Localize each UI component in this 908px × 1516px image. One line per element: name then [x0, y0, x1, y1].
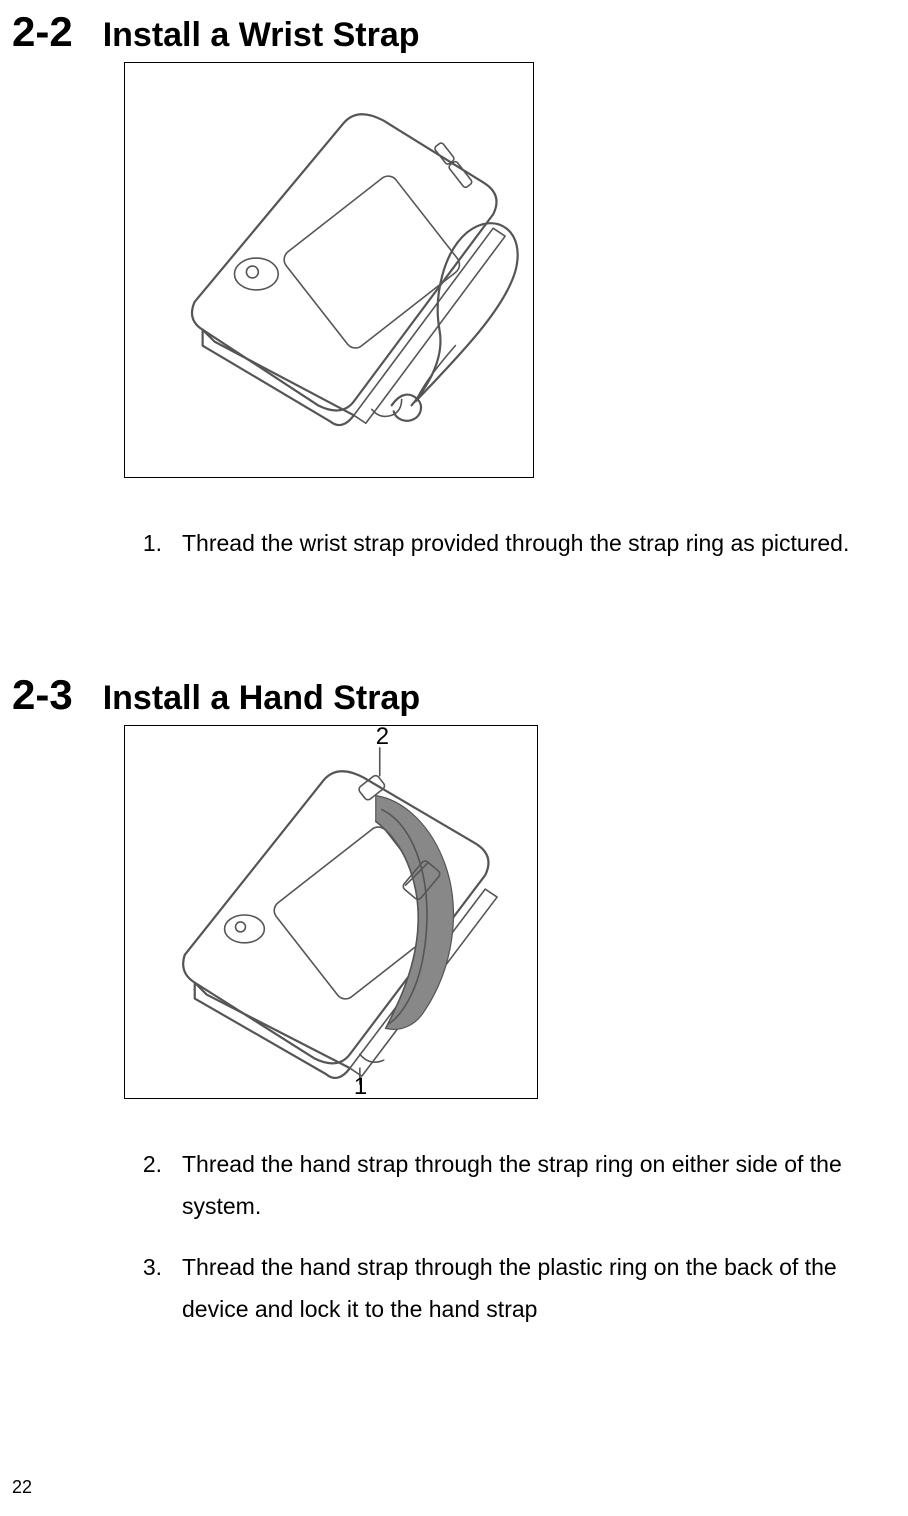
callout-1-label: 1 — [354, 1073, 367, 1099]
section-title: Install a Wrist Strap — [103, 16, 420, 55]
step-number: 3. — [134, 1246, 162, 1331]
page-number: 22 — [12, 1477, 32, 1498]
step-number: 2. — [134, 1143, 162, 1228]
step-item: 1. Thread the wrist strap provided throu… — [134, 522, 878, 565]
wrist-strap-figure — [124, 62, 534, 478]
hand-strap-figure: 2 1 — [124, 725, 538, 1099]
step-text: Thread the hand strap through the plasti… — [182, 1246, 878, 1331]
step-text: Thread the hand strap through the strap … — [182, 1143, 878, 1228]
step-number: 1. — [134, 522, 162, 565]
section-number: 2-3 — [12, 671, 73, 719]
section-number: 2-2 — [12, 8, 73, 56]
step-list: 1. Thread the wrist strap provided throu… — [134, 522, 878, 565]
section-title: Install a Hand Strap — [103, 679, 420, 718]
section-header: 2-2 Install a Wrist Strap — [12, 8, 878, 56]
step-item: 2. Thread the hand strap through the str… — [134, 1143, 878, 1228]
step-text: Thread the wrist strap provided through … — [182, 522, 878, 565]
section-header: 2-3 Install a Hand Strap — [12, 671, 878, 719]
step-list: 2. Thread the hand strap through the str… — [134, 1143, 878, 1331]
step-item: 3. Thread the hand strap through the pla… — [134, 1246, 878, 1331]
callout-2-label: 2 — [376, 725, 389, 750]
